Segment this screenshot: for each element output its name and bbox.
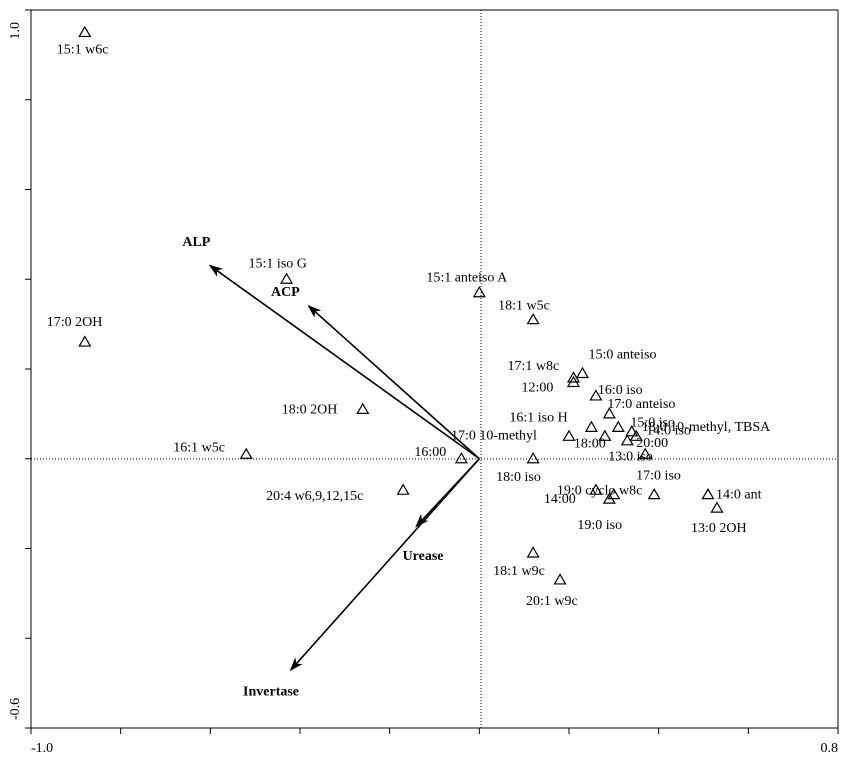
point-label: 16:0 iso (598, 383, 643, 398)
point-marker-triangle (647, 487, 661, 500)
point-marker-triangle (526, 546, 540, 558)
y-tick-label-top: 1.0 (8, 22, 23, 40)
point-marker-triangle (611, 420, 625, 432)
x-tick-label-left: -1.0 (31, 741, 53, 756)
point-label: 15:1 w6c (57, 42, 109, 57)
vector-label: Invertase (243, 685, 299, 700)
point-marker-triangle (562, 429, 576, 441)
point-marker-triangle (454, 452, 468, 464)
point-marker-triangle (598, 429, 612, 441)
vector-arrow (307, 304, 480, 460)
point-label: 15:0 iso (630, 415, 675, 430)
point-label: 18:0 2OH (282, 402, 338, 417)
point-marker-triangle (607, 487, 621, 500)
point-label: 18:0 10-methyl, TBSA (642, 420, 771, 435)
point-label: 20:1 w9c (526, 594, 578, 609)
point-marker-triangle (710, 501, 724, 513)
points-layer: 15:1 w6c 17:0 2OH 15:1 iso G 15:1 anteiso A… (47, 25, 771, 609)
point-label: 13:0 iso (608, 449, 653, 464)
point-label: 20:00 (636, 436, 668, 451)
point-marker-triangle (602, 407, 616, 419)
point-marker-triangle (701, 487, 715, 500)
vector-label: ALP (182, 235, 210, 250)
point-marker-triangle (638, 447, 652, 459)
point-label: 16:00 (414, 445, 446, 460)
point-label: 15:1 anteiso A (426, 271, 508, 286)
point-marker-triangle (78, 25, 92, 38)
point-label: 17:0 iso (636, 469, 681, 484)
vector-arrow (289, 458, 480, 672)
plot-frame (30, 9, 839, 729)
point-marker-triangle (602, 492, 616, 504)
x-tick-label-right: 0.8 (821, 741, 839, 756)
point-label: 14:0 iso (646, 423, 691, 438)
point-label: 14:00 (544, 492, 576, 507)
point-label: 18:0 iso (496, 470, 541, 485)
point-marker-triangle (566, 375, 581, 388)
point-marker-triangle (78, 335, 92, 347)
point-label: 17:0 anteiso (607, 397, 675, 412)
point-marker-triangle (620, 434, 634, 446)
point-label: 18:1 w9c (493, 564, 545, 579)
point-marker-triangle (575, 366, 589, 379)
point-label: 16:1 w5c (173, 440, 225, 455)
point-label: 13:0 2OH (691, 521, 747, 536)
point-label: 17:0 10-methyl (451, 428, 537, 443)
point-label: 12:00 (521, 380, 553, 395)
point-marker-triangle (526, 312, 540, 325)
point-label: 17:1 w8c (507, 359, 559, 374)
point-marker-triangle (280, 272, 294, 284)
point-label: 18:1 w5c (498, 299, 550, 314)
point-marker-triangle (526, 452, 540, 464)
y-tick-label-bottom: -0.6 (8, 698, 23, 720)
point-marker-triangle (239, 447, 253, 459)
vector-layer: ALP ACP Urease Invertase (182, 235, 480, 700)
point-label: 16:1 iso H (509, 410, 567, 425)
point-marker-triangle (589, 483, 603, 495)
point-marker-triangle (629, 429, 643, 441)
point-label: 15:0 anteiso (588, 347, 656, 362)
point-marker-triangle (472, 286, 486, 298)
point-marker-triangle (553, 573, 567, 585)
vector-arrow (208, 264, 480, 460)
point-label: 15:1 iso G (249, 256, 307, 271)
plot-border (30, 9, 839, 729)
point-marker-triangle (625, 425, 639, 437)
point-marker-triangle (584, 420, 598, 432)
point-label: 18:00 (574, 436, 606, 451)
vector-label: ACP (271, 285, 300, 300)
point-label: 17:0 2OH (47, 315, 103, 330)
point-marker-triangle (356, 402, 370, 414)
point-label: 19:0 iso (577, 518, 622, 533)
axis-tick-labels: 1.0 -0.6 -1.0 0.8 (8, 22, 838, 756)
point-marker-triangle (396, 483, 410, 495)
point-label: 14:0 ant (716, 488, 762, 503)
point-label: 20:4 w6,9,12,15c (266, 489, 363, 504)
point-marker-triangle (566, 371, 581, 383)
axis-ticks (25, 9, 839, 734)
point-marker-triangle (589, 389, 603, 401)
vector-label: Urease (403, 549, 444, 564)
